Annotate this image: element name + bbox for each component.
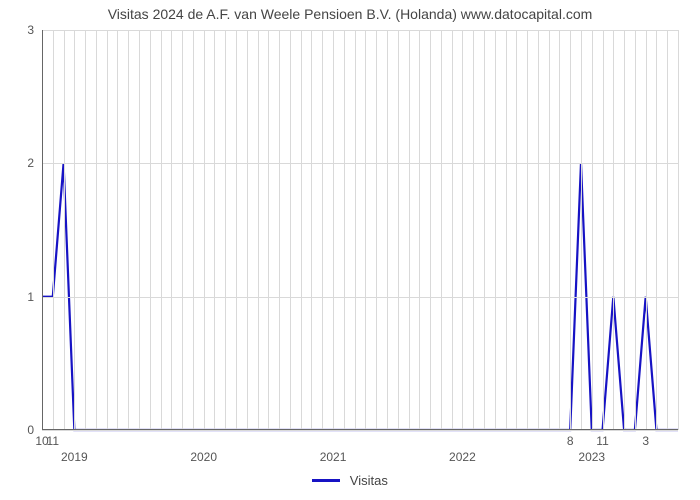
gridline-vertical — [592, 30, 593, 430]
legend-swatch — [312, 479, 340, 482]
gridline-vertical — [452, 30, 453, 430]
x-tick-year-label: 2021 — [320, 450, 347, 464]
y-axis-line — [42, 30, 43, 430]
gridline-vertical — [214, 30, 215, 430]
gridline-vertical — [193, 30, 194, 430]
gridline-vertical — [344, 30, 345, 430]
gridline-vertical — [301, 30, 302, 430]
gridline-vertical — [484, 30, 485, 430]
gridline-vertical — [117, 30, 118, 430]
gridline-vertical — [430, 30, 431, 430]
gridline-vertical — [268, 30, 269, 430]
gridline-vertical — [559, 30, 560, 430]
gridline-vertical — [409, 30, 410, 430]
x-tick-month-label: 8 — [567, 434, 574, 448]
x-tick-month-label: 11 — [596, 434, 608, 448]
gridline-vertical — [506, 30, 507, 430]
x-tick-year-label: 2022 — [449, 450, 476, 464]
y-tick-label: 2 — [27, 156, 34, 170]
x-tick-month-label: 3 — [642, 434, 649, 448]
x-tick-month-label: 11 — [47, 434, 59, 448]
gridline-vertical — [656, 30, 657, 430]
gridline-vertical — [538, 30, 539, 430]
gridline-vertical — [603, 30, 604, 430]
line-series — [42, 30, 678, 430]
gridline-vertical — [85, 30, 86, 430]
gridline-vertical — [678, 30, 679, 430]
gridline-horizontal — [42, 30, 678, 31]
gridline-vertical — [96, 30, 97, 430]
gridline-vertical — [462, 30, 463, 430]
chart-title: Visitas 2024 de A.F. van Weele Pensioen … — [0, 6, 700, 22]
gridline-vertical — [495, 30, 496, 430]
gridline-vertical — [355, 30, 356, 430]
gridline-vertical — [247, 30, 248, 430]
gridline-vertical — [473, 30, 474, 430]
legend-label: Visitas — [350, 473, 388, 488]
x-tick-year-label: 2019 — [61, 450, 88, 464]
gridline-horizontal — [42, 297, 678, 298]
gridline-vertical — [204, 30, 205, 430]
gridline-vertical — [624, 30, 625, 430]
gridline-vertical — [236, 30, 237, 430]
gridline-vertical — [139, 30, 140, 430]
gridline-horizontal — [42, 163, 678, 164]
gridline-vertical — [376, 30, 377, 430]
gridline-vertical — [635, 30, 636, 430]
gridline-vertical — [150, 30, 151, 430]
gridline-vertical — [581, 30, 582, 430]
gridline-vertical — [646, 30, 647, 430]
gridline-vertical — [290, 30, 291, 430]
gridline-vertical — [667, 30, 668, 430]
gridline-vertical — [64, 30, 65, 430]
x-tick-year-label: 2023 — [578, 450, 605, 464]
gridline-vertical — [128, 30, 129, 430]
gridline-vertical — [258, 30, 259, 430]
gridline-vertical — [570, 30, 571, 430]
x-axis-line — [42, 429, 678, 430]
gridline-vertical — [516, 30, 517, 430]
gridline-vertical — [225, 30, 226, 430]
y-tick-label: 3 — [27, 23, 34, 37]
gridline-vertical — [182, 30, 183, 430]
gridline-vertical — [613, 30, 614, 430]
gridline-horizontal — [42, 430, 678, 431]
x-tick-year-label: 2020 — [190, 450, 217, 464]
chart-container: Visitas 2024 de A.F. van Weele Pensioen … — [0, 0, 700, 500]
gridline-vertical — [53, 30, 54, 430]
gridline-vertical — [161, 30, 162, 430]
legend: Visitas — [0, 472, 700, 488]
gridline-vertical — [365, 30, 366, 430]
gridline-vertical — [311, 30, 312, 430]
gridline-vertical — [527, 30, 528, 430]
plot-area: 01231011811320192020202120222023 — [42, 30, 678, 430]
y-tick-label: 1 — [27, 290, 34, 304]
gridline-vertical — [74, 30, 75, 430]
gridline-vertical — [549, 30, 550, 430]
gridline-vertical — [398, 30, 399, 430]
gridline-vertical — [107, 30, 108, 430]
gridline-vertical — [322, 30, 323, 430]
gridline-vertical — [333, 30, 334, 430]
gridline-vertical — [171, 30, 172, 430]
gridline-vertical — [387, 30, 388, 430]
y-tick-label: 0 — [27, 423, 34, 437]
gridline-vertical — [419, 30, 420, 430]
gridline-vertical — [279, 30, 280, 430]
gridline-vertical — [441, 30, 442, 430]
